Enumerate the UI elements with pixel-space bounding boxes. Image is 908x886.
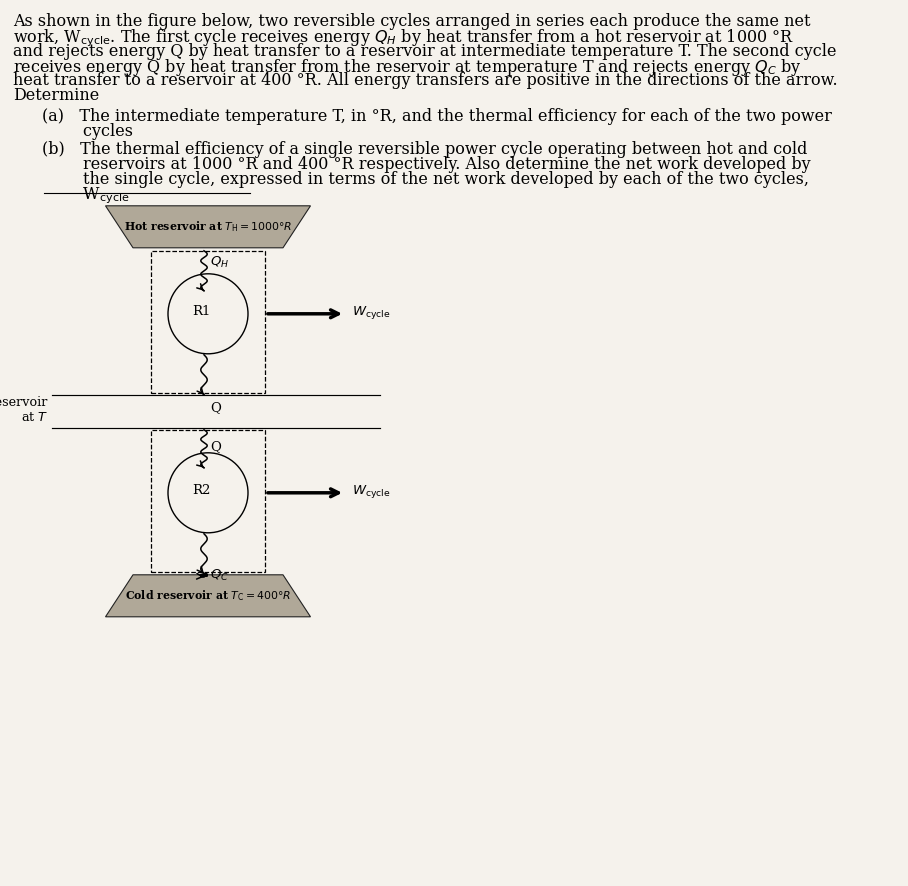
Text: $Q_H$: $Q_H$ bbox=[210, 255, 229, 270]
Text: the single cycle, expressed in terms of the net work developed by each of the tw: the single cycle, expressed in terms of … bbox=[42, 171, 809, 188]
Text: (a)   The intermediate temperature T, in °R, and the thermal efficiency for each: (a) The intermediate temperature T, in °… bbox=[42, 108, 832, 125]
Text: R1: R1 bbox=[192, 306, 210, 318]
Text: Reservoir: Reservoir bbox=[0, 396, 48, 408]
Text: $W_{\rm cycle}$: $W_{\rm cycle}$ bbox=[352, 483, 390, 501]
Text: Q: Q bbox=[210, 439, 221, 453]
Text: As shown in the figure below, two reversible cycles arranged in series each prod: As shown in the figure below, two revers… bbox=[13, 13, 811, 30]
Text: at $T$: at $T$ bbox=[21, 411, 48, 424]
Text: heat transfer to a reservoir at 400 °R. All energy transfers are positive in the: heat transfer to a reservoir at 400 °R. … bbox=[13, 72, 837, 89]
Text: (b)   The thermal efficiency of a single reversible power cycle operating betwee: (b) The thermal efficiency of a single r… bbox=[42, 142, 807, 159]
Text: and rejects energy Q by heat transfer to a reservoir at intermediate temperature: and rejects energy Q by heat transfer to… bbox=[13, 43, 836, 59]
Text: work, W$_{\rm cycle}$. The first cycle receives energy $Q_H$ by heat transfer fr: work, W$_{\rm cycle}$. The first cycle r… bbox=[13, 27, 794, 50]
Polygon shape bbox=[105, 206, 311, 248]
Text: Determine: Determine bbox=[13, 87, 99, 104]
Polygon shape bbox=[105, 575, 311, 617]
Text: Cold reservoir at $\mathit{T}_{\rm C}=400°R$: Cold reservoir at $\mathit{T}_{\rm C}=40… bbox=[125, 588, 291, 603]
Text: W$_{\rm cycle}$: W$_{\rm cycle}$ bbox=[42, 186, 130, 206]
Text: reservoirs at 1000 °R and 400 °R respectively. Also determine the net work devel: reservoirs at 1000 °R and 400 °R respect… bbox=[42, 156, 811, 173]
Text: R2: R2 bbox=[192, 485, 210, 497]
Text: $Q_C$: $Q_C$ bbox=[210, 568, 229, 583]
Text: receives energy Q by heat transfer from the reservoir at temperature T and rejec: receives energy Q by heat transfer from … bbox=[13, 58, 802, 78]
Text: Q: Q bbox=[210, 400, 221, 414]
Text: $W_{\rm cycle}$: $W_{\rm cycle}$ bbox=[352, 304, 390, 322]
Bar bbox=[151, 430, 265, 571]
Bar bbox=[151, 251, 265, 392]
Text: cycles: cycles bbox=[42, 122, 133, 140]
Text: Hot reservoir at $\mathit{T}_{\rm H}=1000°R$: Hot reservoir at $\mathit{T}_{\rm H}=100… bbox=[123, 220, 292, 234]
